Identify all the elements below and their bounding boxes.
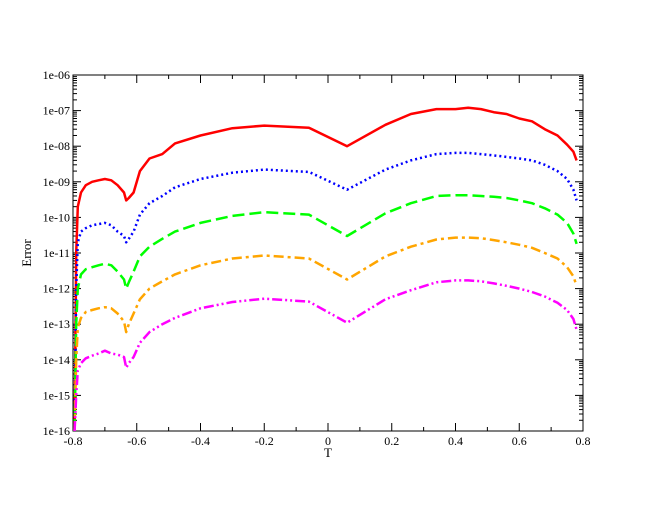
x-tick-label: 0.6 bbox=[512, 434, 527, 448]
x-tick-labels: -0.8 -0.6 -0.4 -0.2 0 0.2 0.4 0.6 0.8 bbox=[64, 434, 591, 448]
y-tick-label: 1e-11 bbox=[43, 246, 70, 260]
y-tick-label: 1e-13 bbox=[43, 317, 70, 331]
x-tick-label: -0.2 bbox=[255, 434, 274, 448]
y-tick-label: 1e-12 bbox=[43, 282, 70, 296]
plot-frame bbox=[72, 74, 584, 432]
x-tick-label: -0.8 bbox=[64, 434, 83, 448]
series-group bbox=[73, 106, 578, 432]
y-tick-label: 1e-09 bbox=[43, 175, 70, 189]
series-line-5 bbox=[73, 279, 578, 432]
y-tick-label: 1e-06 bbox=[43, 68, 70, 82]
y-axis-label: Error bbox=[19, 239, 34, 267]
x-tick-label: -0.4 bbox=[191, 434, 210, 448]
y-tick-label: 1e-07 bbox=[43, 104, 70, 118]
series-line-2 bbox=[73, 151, 578, 432]
series-line-3 bbox=[73, 193, 578, 432]
x-axis-label: T bbox=[324, 445, 332, 460]
y-tick-label: 1e-10 bbox=[43, 210, 70, 224]
y-tick-label: 1e-16 bbox=[43, 424, 70, 438]
x-tick-label: 0.2 bbox=[384, 434, 399, 448]
series-line-1 bbox=[73, 106, 578, 432]
y-tick-labels: 1e-16 1e-15 1e-14 1e-13 1e-12 1e-11 1e-10 1e-09… bbox=[43, 68, 70, 438]
y-tick-label: 1e-15 bbox=[43, 388, 70, 402]
x-tick-label: 0.8 bbox=[576, 434, 591, 448]
y-tick-label: 1e-08 bbox=[43, 139, 70, 153]
axis-ticks bbox=[72, 74, 584, 432]
series-line-4 bbox=[73, 236, 578, 432]
x-tick-label: 0 bbox=[325, 434, 331, 448]
x-tick-label: -0.6 bbox=[127, 434, 146, 448]
x-tick-label: 0.4 bbox=[448, 434, 463, 448]
y-tick-label: 1e-14 bbox=[43, 353, 70, 367]
